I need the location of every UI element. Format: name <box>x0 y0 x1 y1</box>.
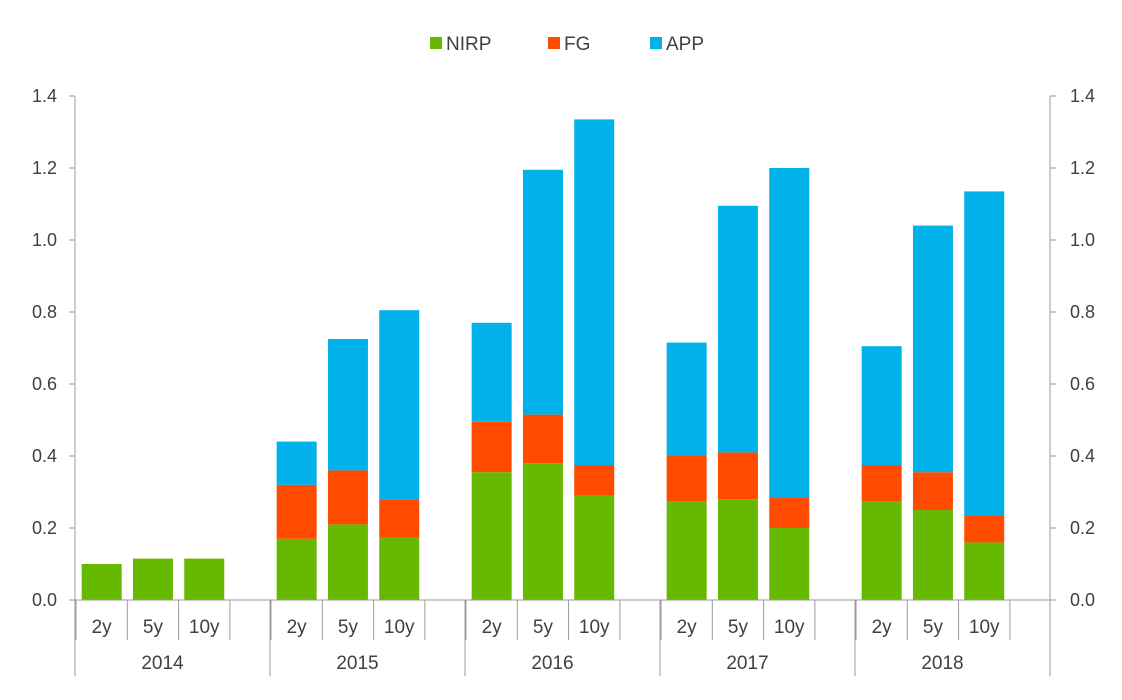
bar-fg-2018-2y <box>861 465 902 501</box>
left-y-tick-label: 0.4 <box>32 446 57 466</box>
left-y-tick-label: 0.0 <box>32 590 57 610</box>
bar-nirp-2014-10y <box>184 558 225 600</box>
bar-app-2017-2y <box>666 342 707 456</box>
bar-fg-2016-2y <box>471 421 512 473</box>
right-y-tick-label: 0.4 <box>1070 446 1095 466</box>
bar-fg-2015-10y <box>379 499 420 537</box>
bars <box>81 119 1005 600</box>
x-tick-label-2y: 2y <box>287 617 308 638</box>
left-y-tick-label: 0.6 <box>32 374 57 394</box>
legend-label-fg: FG <box>564 34 590 55</box>
x-tick-label-5y: 5y <box>338 617 359 638</box>
bar-fg-2017-2y <box>666 456 707 501</box>
x-group-label-2016: 2016 <box>531 653 573 674</box>
left-y-tick-label: 1.4 <box>32 86 57 106</box>
left-y-tick-label: 1.2 <box>32 158 57 178</box>
bar-nirp-2017-2y <box>666 501 707 600</box>
x-group-label-2015: 2015 <box>336 653 378 674</box>
right-y-tick-label: 1.0 <box>1070 230 1095 250</box>
x-tick-label-5y: 5y <box>533 617 554 638</box>
x-tick-label-2y: 2y <box>677 617 698 638</box>
axes: 0.0 0.2 0.4 0.6 0.8 1.0 1.2 1.4 0.0 0.2 0.4 0.6 0.8 1… <box>32 86 1095 610</box>
legend-label-app: APP <box>666 34 704 55</box>
x-tick-label-2y: 2y <box>872 617 893 638</box>
x-tick-label-10y: 10y <box>384 617 415 638</box>
bar-app-2015-5y <box>327 339 368 471</box>
bar-fg-2016-10y <box>574 465 615 496</box>
legend: NIRP FG APP <box>430 34 704 55</box>
x-tick-label-10y: 10y <box>189 617 220 638</box>
x-group-label-2017: 2017 <box>726 653 768 674</box>
bar-nirp-2015-5y <box>327 524 368 600</box>
bar-app-2018-10y <box>964 191 1005 516</box>
bar-app-2016-10y <box>574 119 615 466</box>
x-group-label-2014: 2014 <box>141 653 184 674</box>
bar-nirp-2015-2y <box>276 538 317 600</box>
x-tick-label-2y: 2y <box>92 617 113 638</box>
bar-app-2015-2y <box>276 441 317 485</box>
right-y-tick-label: 0.2 <box>1070 518 1095 538</box>
right-y-tick-label: 1.4 <box>1070 86 1095 106</box>
bar-nirp-2016-10y <box>574 495 615 600</box>
x-tick-label-5y: 5y <box>728 617 749 638</box>
bar-nirp-2016-2y <box>471 472 512 600</box>
legend-swatch-app <box>650 37 662 49</box>
bar-app-2018-2y <box>861 346 902 465</box>
bar-nirp-2018-5y <box>912 510 953 600</box>
x-tick-label-2y: 2y <box>482 617 503 638</box>
bar-nirp-2014-2y <box>81 564 122 600</box>
bar-fg-2017-10y <box>769 497 810 528</box>
legend-item-fg: FG <box>548 34 590 55</box>
x-group-label-2018: 2018 <box>921 653 963 674</box>
bar-nirp-2016-5y <box>522 463 563 600</box>
legend-swatch-fg <box>548 37 560 49</box>
x-tick-label-5y: 5y <box>143 617 164 638</box>
right-y-tick-label: 0.0 <box>1070 590 1095 610</box>
legend-swatch-nirp <box>430 37 442 49</box>
bar-app-2017-5y <box>717 205 758 453</box>
x-tick-label-10y: 10y <box>579 617 610 638</box>
bar-app-2016-2y <box>471 322 512 422</box>
bar-nirp-2017-10y <box>769 528 810 600</box>
bar-fg-2018-5y <box>912 472 953 510</box>
bar-app-2016-5y <box>522 169 563 415</box>
bar-fg-2017-5y <box>717 452 758 500</box>
bar-fg-2018-10y <box>964 515 1005 543</box>
bar-nirp-2014-5y <box>132 558 173 600</box>
left-y-tick-label: 0.8 <box>32 302 57 322</box>
bar-nirp-2018-2y <box>861 501 902 600</box>
bar-nirp-2018-10y <box>964 542 1005 600</box>
right-y-tick-label: 0.6 <box>1070 374 1095 394</box>
bar-nirp-2015-10y <box>379 537 420 600</box>
bar-fg-2015-2y <box>276 484 317 539</box>
left-y-tick-label: 0.2 <box>32 518 57 538</box>
x-tick-label-5y: 5y <box>923 617 944 638</box>
bar-fg-2016-5y <box>522 414 563 464</box>
legend-item-app: APP <box>650 34 704 55</box>
bar-nirp-2017-5y <box>717 499 758 600</box>
legend-label-nirp: NIRP <box>446 34 491 55</box>
bar-fg-2015-5y <box>327 470 368 525</box>
x-tick-label-10y: 10y <box>774 617 805 638</box>
x-tick-label-10y: 10y <box>969 617 1000 638</box>
legend-item-nirp: NIRP <box>430 34 491 55</box>
bar-app-2018-5y <box>912 225 953 473</box>
bar-app-2017-10y <box>769 168 810 498</box>
bar-app-2015-10y <box>379 310 420 500</box>
right-y-tick-label: 1.2 <box>1070 158 1095 178</box>
left-y-tick-label: 1.0 <box>32 230 57 250</box>
right-y-tick-label: 0.8 <box>1070 302 1095 322</box>
